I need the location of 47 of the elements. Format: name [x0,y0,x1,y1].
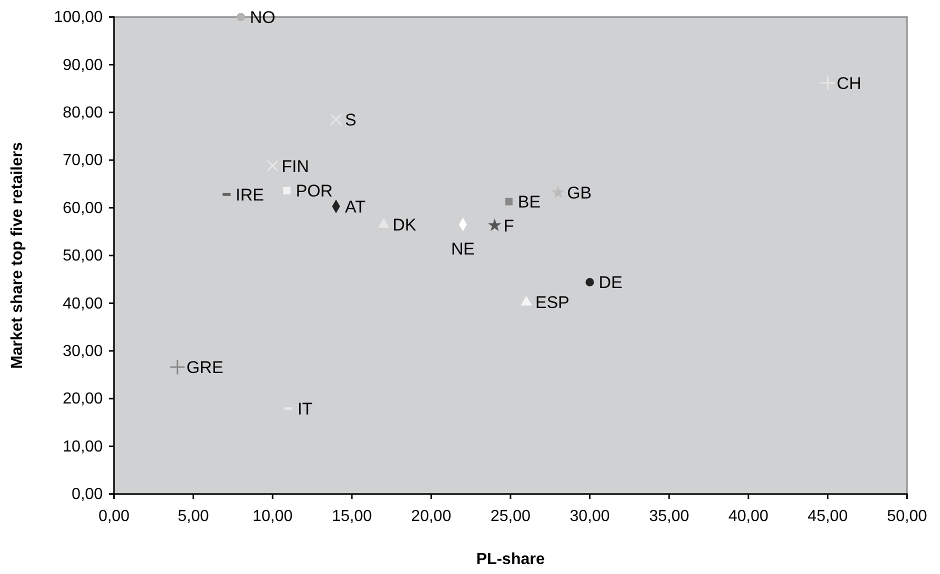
y-tick-label: 80,00 [62,104,103,122]
y-tick-label: 60,00 [62,200,103,217]
series-label: ESP [535,293,570,312]
y-axis-title: Market share top five retailers [9,142,26,369]
x-tick-label: 15,00 [332,508,372,526]
series-label: DK [392,215,417,234]
x-tick-label: 10,00 [252,508,293,526]
x-tick-label: 35,00 [649,508,690,526]
point [551,186,565,198]
y-tick-label: 70,00 [62,152,103,170]
x-tick-label: 0,00 [98,508,130,526]
x-tick-label: 45,00 [808,508,848,526]
x-tick-label: 5,00 [178,508,209,526]
series-label: IRE [236,185,264,204]
series-label: GRE [186,358,224,378]
x-tick-label: 40,00 [728,508,769,526]
point [505,198,513,206]
point [283,186,291,194]
series-label: IT [297,400,313,419]
series-label: DE [598,273,622,292]
point [586,278,594,286]
y-tick-label: 10,00 [62,438,103,456]
series-label: POR [296,182,333,201]
y-tick-label: 20,00 [62,390,103,408]
x-tick-label: 50,00 [886,508,928,526]
y-tick-label: 40,00 [62,295,103,312]
point [488,218,502,232]
series-label: S [345,110,356,130]
series-label: GB [567,184,592,203]
y-tick-label: 50,00 [62,248,103,265]
x-tick-label: 25,00 [490,508,531,526]
series-label: F [504,216,514,236]
point [236,12,246,22]
series-label: BE [518,192,541,212]
y-tick-label: 30,00 [62,343,103,360]
x-axis-title: PL-share [476,551,545,568]
series-label: NO [250,8,276,27]
x-tick-label: 30,00 [570,508,610,526]
series-label: AT [345,197,366,216]
x-tick-label: 20,00 [411,508,452,526]
series-label: NE [451,239,475,258]
y-tick-label: 100,00 [54,9,103,26]
series-label: FIN [282,156,309,176]
y-tick-label: 90,00 [62,56,103,74]
point [169,359,186,376]
series-label: CH [836,74,862,93]
y-tick-label: 0,00 [72,486,103,504]
